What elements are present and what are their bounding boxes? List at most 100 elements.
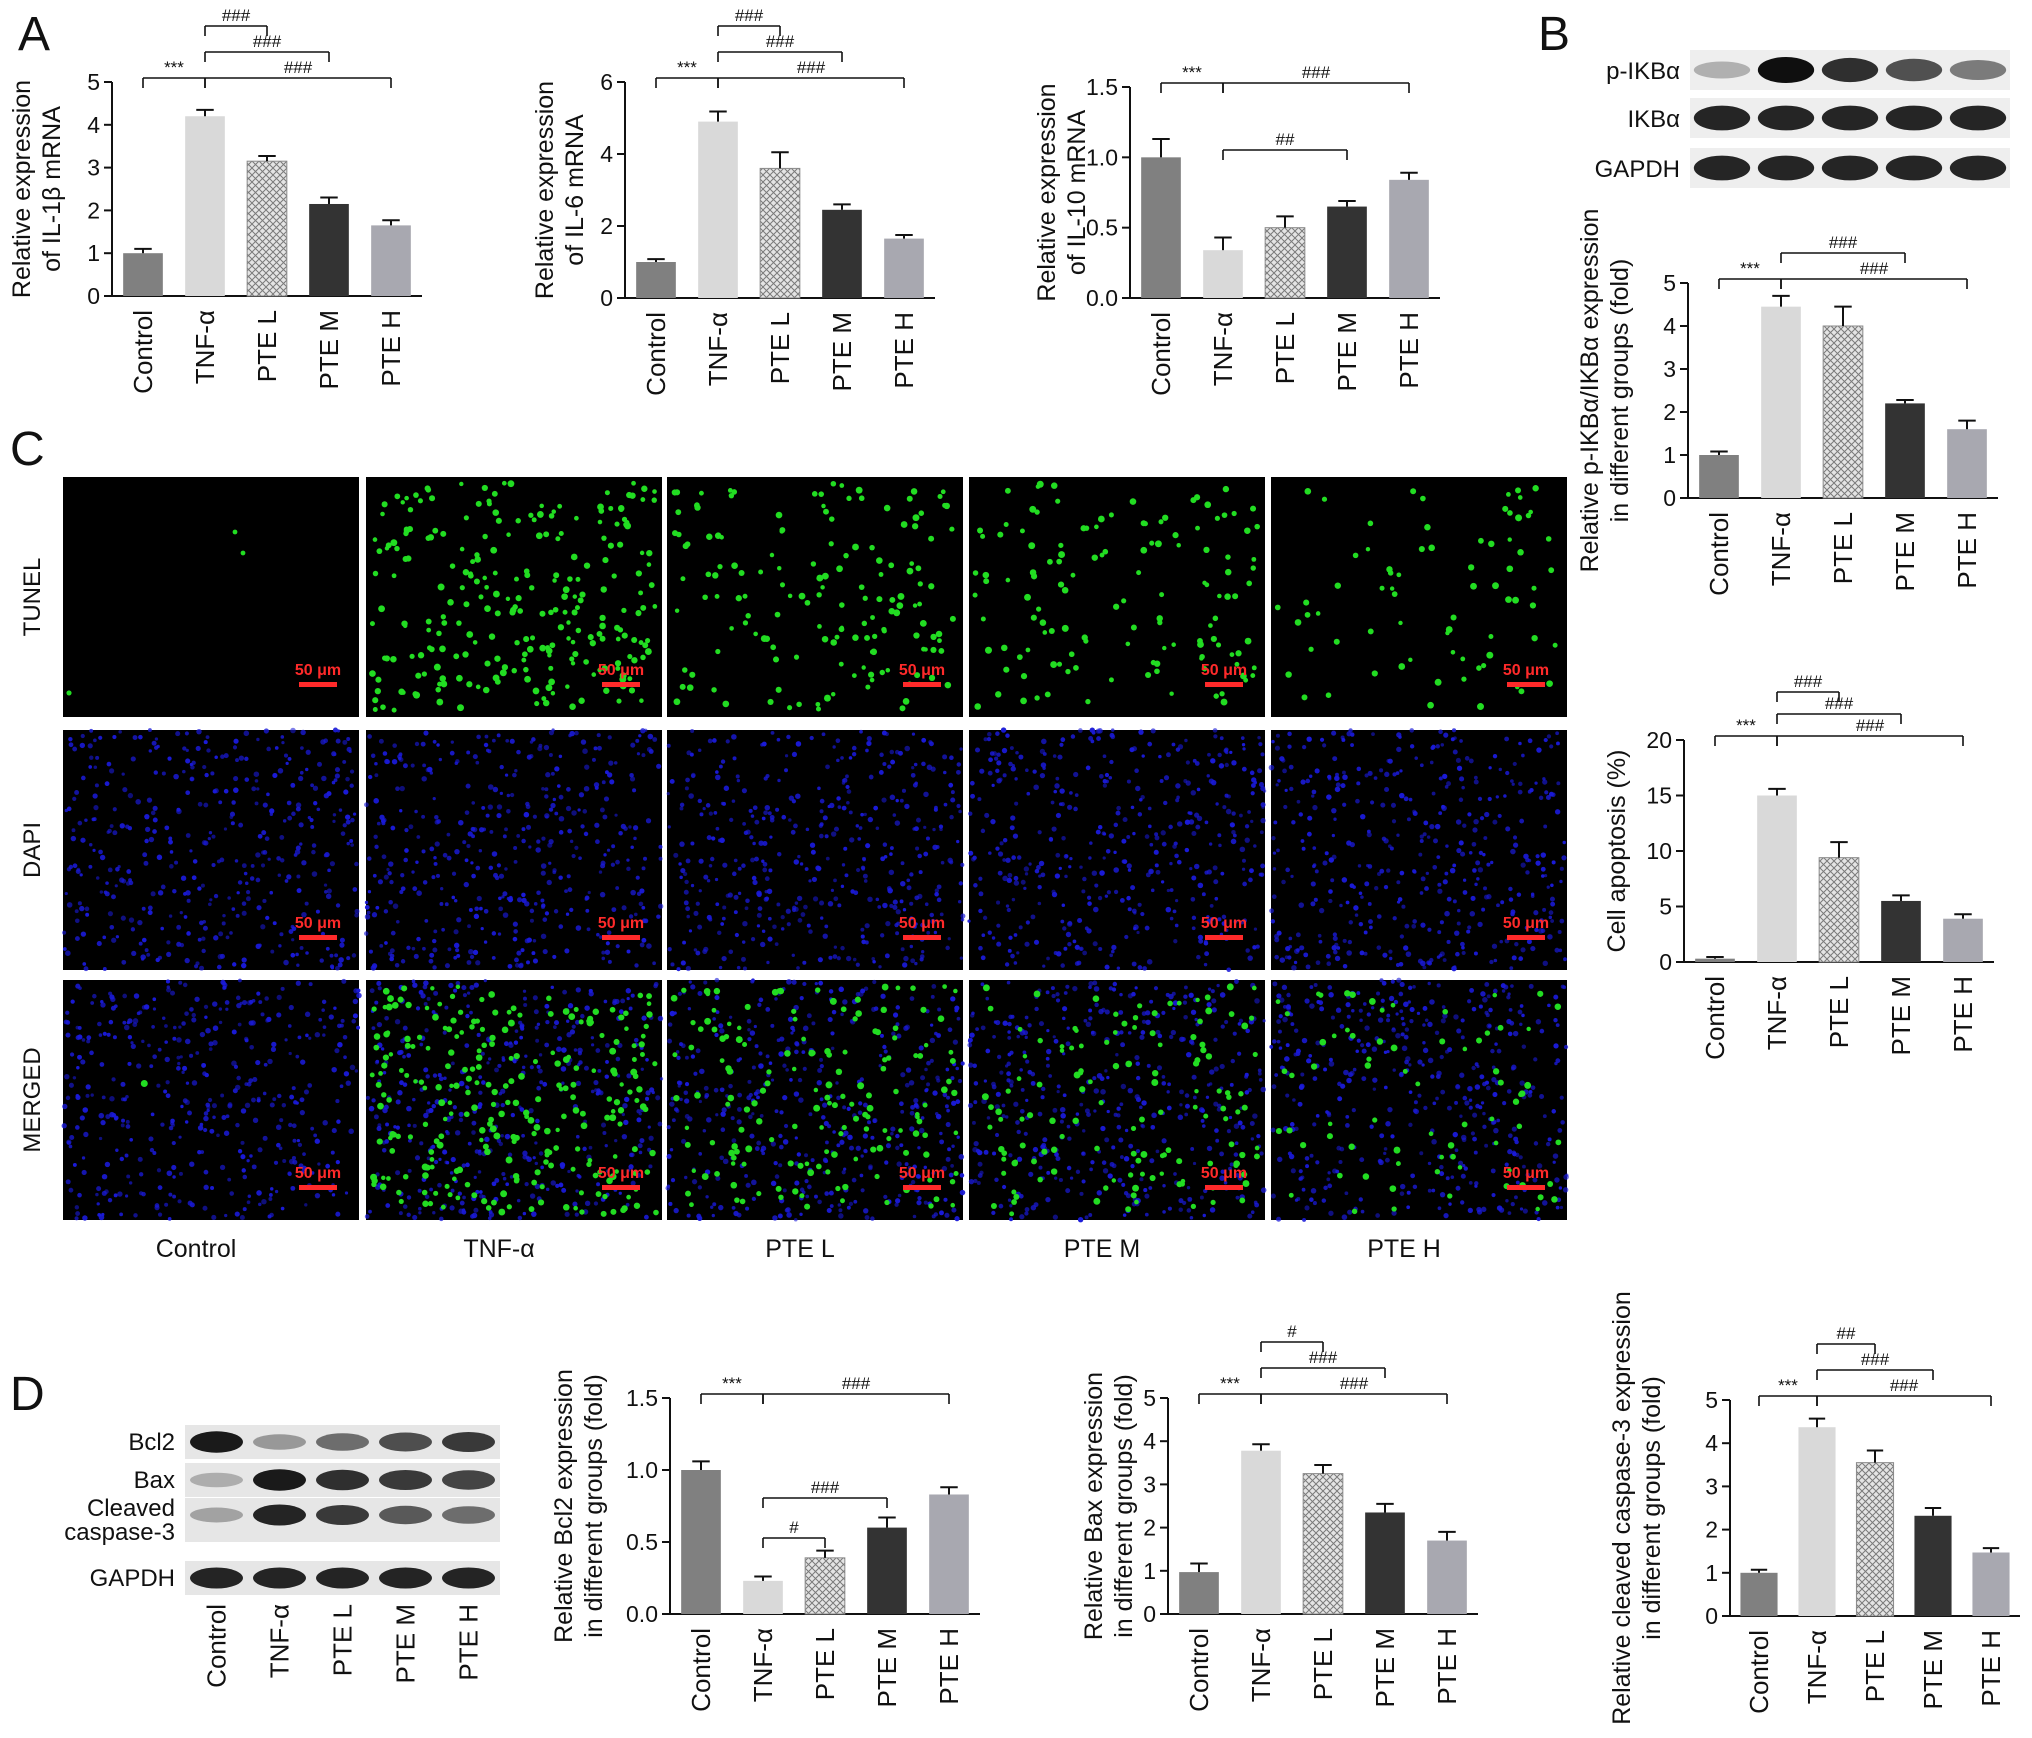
blot-band	[442, 1432, 495, 1452]
dapi-nucleus	[125, 1094, 129, 1099]
tunel-positive-cell	[383, 1031, 390, 1038]
tunel-positive-cell	[828, 541, 834, 547]
y-axis-label: of IL-1β mRNA	[38, 106, 66, 272]
dapi-nucleus	[204, 1015, 208, 1019]
tunel-positive-cell	[614, 660, 622, 667]
dapi-nucleus	[778, 1133, 783, 1139]
dapi-nucleus	[1490, 860, 1494, 865]
dapi-nucleus	[314, 1032, 321, 1038]
dapi-nucleus	[497, 932, 502, 936]
tunel-positive-cell	[422, 1200, 429, 1207]
dapi-nucleus	[1556, 741, 1560, 746]
dapi-nucleus	[328, 1014, 334, 1020]
dapi-nucleus	[865, 843, 871, 849]
tunel-positive-cell	[825, 1081, 833, 1089]
dapi-nucleus	[538, 1151, 544, 1156]
tunel-positive-cell	[918, 510, 925, 516]
tunel-positive-cell	[899, 705, 906, 712]
dapi-nucleus	[1352, 885, 1356, 889]
dapi-nucleus	[113, 1004, 118, 1009]
tunel-positive-cell	[640, 654, 646, 661]
dapi-nucleus	[1238, 1018, 1244, 1023]
dapi-nucleus	[291, 1123, 297, 1129]
dapi-nucleus	[164, 1040, 168, 1044]
dapi-nucleus	[695, 901, 700, 906]
dapi-nucleus	[465, 1085, 470, 1090]
dapi-nucleus	[1034, 868, 1040, 874]
dapi-nucleus	[1550, 919, 1555, 923]
dapi-nucleus	[845, 774, 849, 779]
dapi-nucleus	[133, 993, 140, 999]
dapi-nucleus	[884, 1160, 889, 1165]
tunel-positive-cell	[888, 562, 895, 569]
dapi-nucleus	[1473, 951, 1478, 956]
tunel-positive-cell	[923, 647, 928, 652]
tunel-positive-cell	[631, 657, 638, 664]
dapi-nucleus	[75, 1211, 81, 1216]
dapi-nucleus	[120, 1097, 125, 1102]
tunel-positive-cell	[426, 627, 432, 633]
dapi-nucleus	[238, 978, 242, 983]
dapi-nucleus	[690, 772, 696, 778]
dapi-nucleus	[1473, 775, 1478, 780]
dapi-nucleus	[973, 1100, 978, 1105]
tunel-positive-cell	[550, 691, 556, 696]
dapi-nucleus	[760, 1148, 764, 1153]
dapi-nucleus	[789, 1078, 793, 1082]
dapi-nucleus	[244, 1038, 249, 1043]
dapi-nucleus	[942, 1092, 948, 1098]
dapi-nucleus	[1060, 737, 1066, 743]
dapi-nucleus	[308, 1036, 312, 1040]
dapi-nucleus	[655, 1095, 661, 1101]
dapi-nucleus	[641, 937, 647, 943]
dapi-nucleus	[329, 964, 335, 969]
tunel-positive-cell	[457, 704, 465, 712]
dapi-nucleus	[466, 750, 471, 755]
tunel-positive-cell	[375, 676, 382, 683]
dapi-nucleus	[576, 1173, 581, 1178]
tunel-positive-cell	[839, 625, 845, 631]
dapi-nucleus	[311, 843, 317, 848]
dapi-nucleus	[1274, 745, 1280, 751]
dapi-nucleus	[423, 1001, 428, 1006]
tunel-positive-cell	[872, 1028, 879, 1035]
dapi-nucleus	[827, 1016, 833, 1023]
dapi-nucleus	[567, 1169, 571, 1174]
dapi-nucleus	[512, 772, 517, 778]
dapi-nucleus	[348, 1128, 354, 1135]
dapi-nucleus	[404, 848, 409, 853]
tunel-positive-cell	[466, 631, 474, 638]
tunel-positive-cell	[995, 691, 1002, 698]
dapi-nucleus	[399, 889, 404, 895]
blot-band	[253, 1434, 306, 1450]
tunel-positive-cell	[1057, 581, 1065, 588]
dapi-nucleus	[972, 1120, 976, 1125]
dapi-nucleus	[142, 852, 148, 858]
tunel-positive-cell	[455, 1195, 461, 1201]
dapi-nucleus	[596, 932, 600, 937]
dapi-nucleus	[988, 851, 992, 855]
tunel-positive-cell	[506, 532, 511, 537]
tunel-positive-cell	[830, 480, 837, 487]
dapi-nucleus	[1060, 802, 1065, 807]
dapi-nucleus	[1356, 766, 1362, 772]
tunel-positive-cell	[642, 642, 649, 649]
tunel-positive-cell	[453, 1168, 460, 1175]
dapi-nucleus	[166, 1170, 173, 1177]
tunel-positive-cell	[838, 661, 844, 667]
dapi-nucleus	[1261, 805, 1265, 809]
dapi-nucleus	[841, 778, 846, 783]
dapi-nucleus	[832, 745, 836, 749]
tunel-positive-cell	[1308, 646, 1314, 652]
tunel-positive-cell	[555, 536, 561, 542]
dapi-nucleus	[562, 989, 568, 995]
dapi-nucleus	[458, 819, 464, 826]
dapi-nucleus	[180, 1104, 184, 1109]
dapi-nucleus	[64, 808, 69, 813]
dapi-nucleus	[1174, 853, 1179, 859]
dapi-nucleus	[825, 764, 830, 770]
dapi-nucleus	[645, 1090, 651, 1096]
dapi-nucleus	[80, 733, 85, 739]
dapi-nucleus	[605, 1060, 609, 1064]
dapi-nucleus	[1161, 1138, 1167, 1144]
